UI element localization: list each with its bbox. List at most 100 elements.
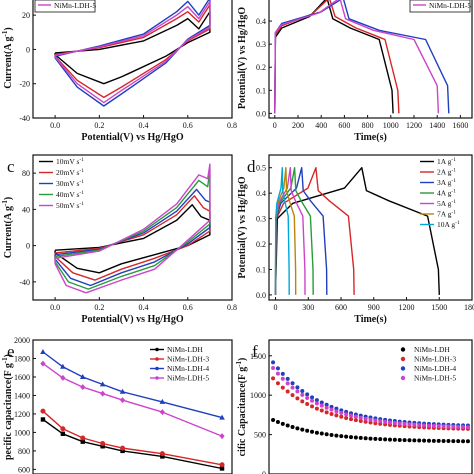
legend-label: 10A g xyxy=(437,220,455,229)
data-point xyxy=(383,437,388,442)
data-point xyxy=(159,398,166,404)
data-point xyxy=(275,366,280,371)
x-tick-label: 1000 xyxy=(383,121,399,130)
legend-marker xyxy=(155,376,159,380)
legend-label: 7A g xyxy=(437,210,452,219)
data-point xyxy=(40,417,46,422)
cv-curve-nimn-ldh xyxy=(54,10,211,85)
data-point xyxy=(280,371,285,376)
legend-label: NiMn-LDH-4 xyxy=(414,364,456,373)
data-point xyxy=(99,381,106,387)
data-point xyxy=(441,438,446,443)
y-tick-label: 0.3 xyxy=(256,215,266,224)
plot-frame xyxy=(32,154,233,301)
data-point xyxy=(451,439,456,444)
y-axis-label: Current(A g-1) xyxy=(1,197,14,259)
legend-label: 5A g xyxy=(437,199,452,208)
gcd-curve-1a-g-1 xyxy=(274,166,440,295)
gcd-curve-7a-g-1 xyxy=(274,166,297,295)
x-tick-label: 0 xyxy=(273,121,277,130)
legend-marker xyxy=(400,375,406,381)
legend-entry: 4A g-1 xyxy=(437,189,456,198)
y-tick-label: 0.2 xyxy=(256,63,266,72)
y-axis-label: Current(A g-1) xyxy=(1,27,14,89)
data-point xyxy=(349,413,354,418)
y-axis-label-end: ) xyxy=(3,354,14,357)
x-tick-label: 0.0 xyxy=(50,303,60,312)
panel-d: d 0.0 0.1 0.2 0.3 0.4 0.5 0 300 600 900 1200 1500 180… xyxy=(237,154,474,325)
legend-entry: 7A g-1 xyxy=(437,210,456,219)
data-point xyxy=(373,418,378,423)
x-tick-label: 0.8 xyxy=(227,303,237,312)
x-tick-label: 0.4 xyxy=(139,303,149,312)
data-point xyxy=(100,444,105,449)
data-point xyxy=(407,438,412,443)
x-tick-label: 400 xyxy=(315,121,327,130)
plot-frame xyxy=(32,0,233,119)
legend-marker xyxy=(155,357,159,361)
data-point xyxy=(280,421,285,426)
plot-frame xyxy=(32,339,233,474)
cv-curve-40mv-s-1 xyxy=(54,168,211,290)
legend-entry: 50mV s-1 xyxy=(56,201,84,210)
data-point xyxy=(285,381,290,386)
legend-entry: 30mV s-1 xyxy=(56,179,84,188)
plot-area xyxy=(274,0,450,114)
x-tick-label: 1200 xyxy=(406,121,422,130)
legend-label-sup: -1 xyxy=(79,168,84,174)
data-point xyxy=(344,412,349,417)
data-point xyxy=(295,426,300,431)
x-axis-label: Potential(V) vs Hg/HgO xyxy=(81,314,183,325)
legend-label-sup: -1 xyxy=(451,210,456,216)
data-point xyxy=(446,424,451,429)
legend-entry: 40mV s-1 xyxy=(56,190,84,199)
x-tick-label: 0.0 xyxy=(50,121,60,130)
data-point xyxy=(417,423,422,428)
data-point xyxy=(219,414,225,420)
legend-label: NiMn-LDH xyxy=(414,345,450,354)
data-point xyxy=(358,418,363,423)
y-tick-label: -40 xyxy=(19,278,30,287)
data-point xyxy=(334,433,339,438)
y-tick-label: 1000 xyxy=(250,391,266,400)
data-point xyxy=(431,438,436,443)
y-axis-label-text: cific Capacitance(F g xyxy=(237,367,248,457)
legend-entry: NiMn-LDH-3 xyxy=(167,355,209,364)
plot-frame xyxy=(268,339,473,474)
data-point xyxy=(329,404,334,409)
y-tick-label: 1800 xyxy=(14,354,30,363)
data-point xyxy=(120,448,125,454)
data-point xyxy=(324,405,329,410)
y-tick-label: 0.2 xyxy=(256,240,266,249)
legend-marker xyxy=(400,347,406,352)
panel-label-e: e xyxy=(7,342,15,361)
x-tick-label: 600 xyxy=(338,121,350,130)
data-point xyxy=(456,439,461,444)
legend-label-sup: -1 xyxy=(451,157,456,163)
legend-marker xyxy=(155,347,159,352)
y-axis-label: pecific capacitance(F g-1) xyxy=(1,354,14,460)
y-axis-label-text: pecific capacitance(F g xyxy=(3,363,14,460)
y-axis-label-sup: -1 xyxy=(1,30,9,36)
data-point xyxy=(80,439,85,444)
data-point xyxy=(412,438,417,443)
y-axis-label-text: Potential(V) vs Hg/HgO xyxy=(237,176,248,278)
plot-area xyxy=(274,166,440,295)
data-point xyxy=(295,389,300,394)
data-point xyxy=(358,435,363,440)
legend-label: NiMn-LDH-4 xyxy=(167,364,209,373)
data-point xyxy=(40,360,46,367)
data-point xyxy=(79,373,86,379)
legend-label-sup: -1 xyxy=(451,199,456,205)
data-point xyxy=(314,406,319,411)
data-point xyxy=(80,384,86,391)
data-point xyxy=(358,415,363,420)
data-point xyxy=(300,427,305,432)
legend-label: 4A g xyxy=(437,189,452,198)
rate-line-nimn-ldh-3 xyxy=(42,410,223,466)
data-point xyxy=(324,432,329,437)
plot-area xyxy=(40,349,225,471)
data-point xyxy=(314,398,319,403)
